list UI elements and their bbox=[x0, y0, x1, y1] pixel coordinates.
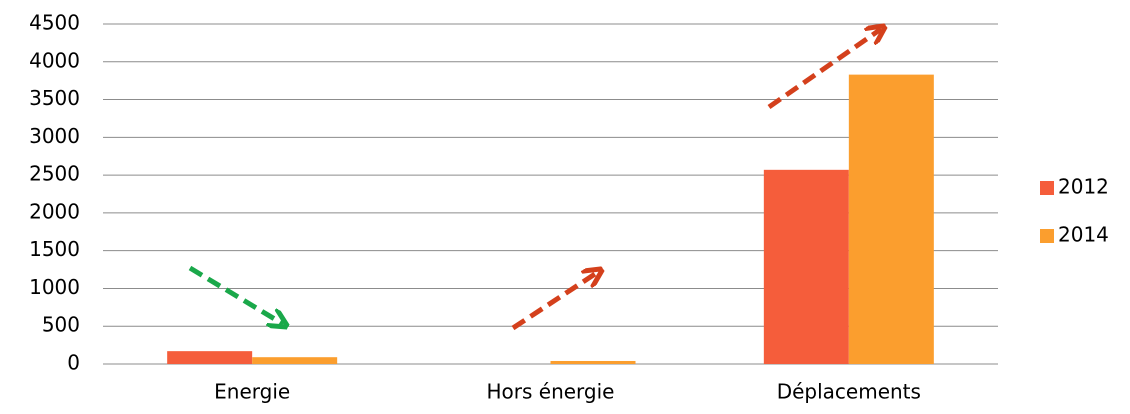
y-tick-label: 1000 bbox=[29, 275, 80, 299]
y-tick-label: 2000 bbox=[29, 199, 80, 223]
trend-arrow bbox=[767, 29, 881, 110]
y-tick-label: 3000 bbox=[29, 124, 80, 148]
y-tick-label: 4500 bbox=[29, 11, 80, 35]
y-tick-label: 1500 bbox=[29, 237, 80, 261]
legend-label: 2012 bbox=[1058, 175, 1109, 199]
plot-area: 0 500 1000 1500 2000 2500 3000 3500 4000 4500 Ener… bbox=[29, 11, 1109, 404]
trend-arrow bbox=[188, 265, 283, 324]
bar bbox=[848, 74, 934, 364]
legend-swatch bbox=[1040, 181, 1054, 195]
bar bbox=[763, 169, 849, 364]
legend-swatch bbox=[1040, 229, 1054, 243]
trend-arrow bbox=[511, 272, 598, 331]
bar bbox=[252, 357, 338, 364]
y-tick-label: 3500 bbox=[29, 86, 80, 110]
legend-label: 2014 bbox=[1058, 223, 1109, 247]
bar bbox=[550, 360, 636, 364]
x-tick-label: Hors énergie bbox=[487, 380, 615, 404]
y-tick-label: 500 bbox=[42, 313, 80, 337]
x-tick-label: Déplacements bbox=[777, 380, 921, 404]
y-tick-label: 2500 bbox=[29, 162, 80, 186]
x-tick-label: Energie bbox=[214, 380, 290, 404]
bar bbox=[167, 351, 253, 364]
y-tick-label: 0 bbox=[67, 351, 80, 375]
y-tick-label: 4000 bbox=[29, 48, 80, 72]
